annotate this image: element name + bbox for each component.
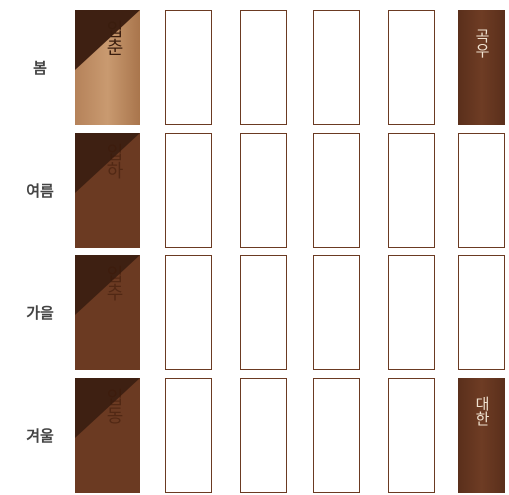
season-label: 여름 [26,181,54,200]
season-card[interactable]: 입춘 [75,10,140,125]
empty-card-slot[interactable] [240,255,287,370]
solar-term-card[interactable]: 대한 [458,377,505,493]
card-title: 입춘 [103,20,124,56]
empty-card-slot[interactable] [388,132,435,248]
card-title: 대한 [473,395,491,426]
empty-card-slot[interactable] [165,132,212,248]
empty-card-slot[interactable] [165,10,212,125]
season-card[interactable]: 입하 [75,132,140,248]
card-title: 입하 [103,142,124,179]
empty-card-slot[interactable] [388,10,435,125]
card-title: 곡우 [473,28,491,58]
season-card[interactable]: 입추 [75,255,140,370]
empty-card-slot[interactable] [313,132,360,248]
empty-card-slot[interactable] [313,255,360,370]
empty-card-slot[interactable] [165,377,212,493]
season-label: 봄 [33,59,47,77]
card-corner [75,132,140,193]
empty-card-slot[interactable] [240,377,287,493]
solar-term-card[interactable]: 곡우 [458,10,505,125]
card-title: 입동 [103,387,124,424]
empty-card-slot[interactable] [458,132,505,248]
empty-card-slot[interactable] [165,255,212,370]
card-title: 입추 [103,265,124,301]
season-label: 겨울 [26,426,54,445]
card-corner [75,377,140,438]
empty-card-slot[interactable] [313,10,360,125]
card-corner [75,255,140,315]
season-label: 가을 [26,304,54,322]
empty-card-slot[interactable] [240,132,287,248]
card-corner [75,10,140,70]
empty-card-slot[interactable] [313,377,360,493]
empty-card-slot[interactable] [388,377,435,493]
empty-card-slot[interactable] [240,10,287,125]
empty-card-slot[interactable] [458,255,505,370]
empty-card-slot[interactable] [388,255,435,370]
season-card[interactable]: 입동 [75,377,140,493]
